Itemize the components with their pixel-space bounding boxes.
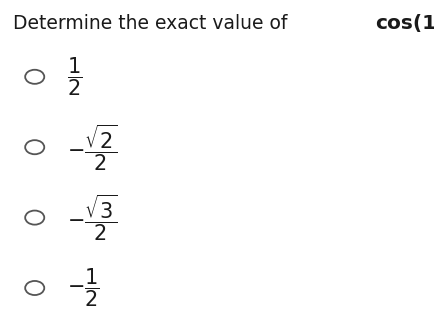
Text: $-\dfrac{\sqrt{3}}{2}$: $-\dfrac{\sqrt{3}}{2}$ — [67, 192, 118, 243]
Text: $-\dfrac{\sqrt{2}}{2}$: $-\dfrac{\sqrt{2}}{2}$ — [67, 122, 118, 172]
Text: cos(120)°: cos(120)° — [375, 14, 434, 33]
Text: Determine the exact value of: Determine the exact value of — [13, 14, 293, 33]
Text: $\dfrac{1}{2}$: $\dfrac{1}{2}$ — [67, 56, 82, 98]
Text: $-\dfrac{1}{2}$: $-\dfrac{1}{2}$ — [67, 267, 100, 309]
